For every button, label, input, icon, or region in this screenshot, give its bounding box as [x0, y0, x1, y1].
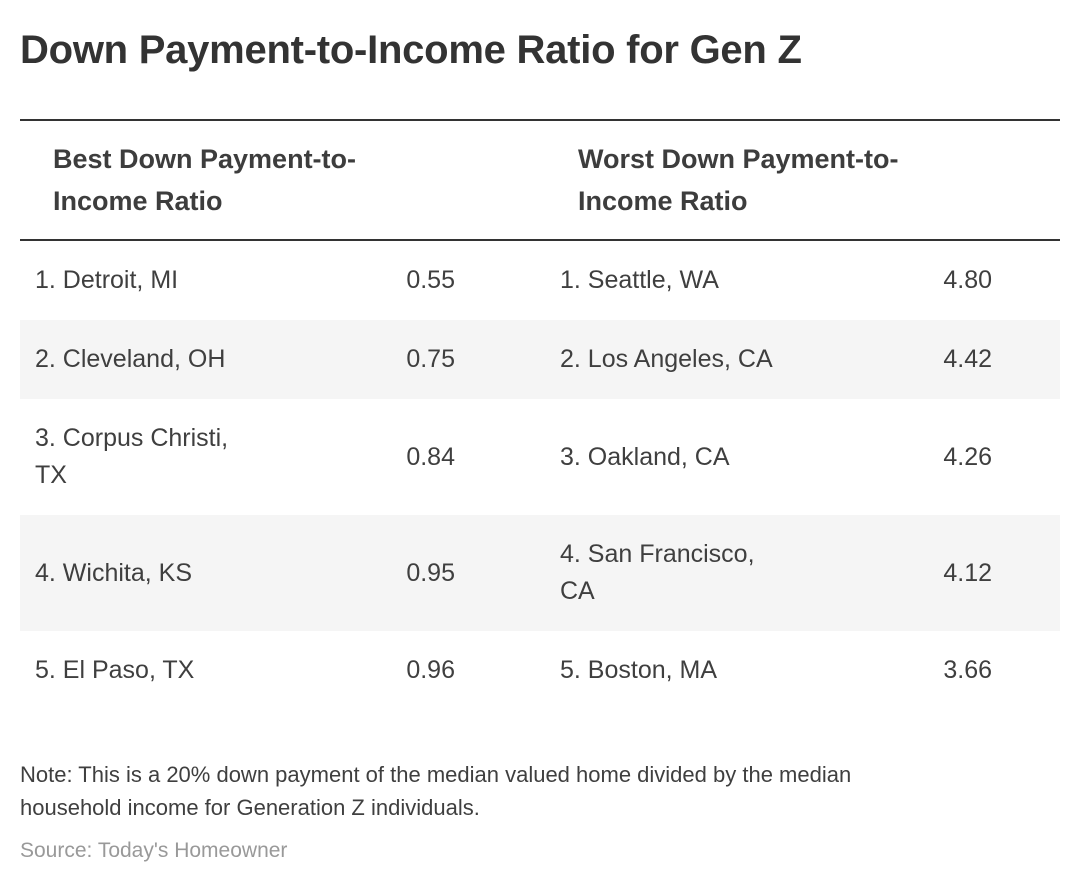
page-title: Down Payment-to-Income Ratio for Gen Z [20, 28, 802, 72]
city-cell-best: 3. Corpus Christi, TX [35, 424, 229, 489]
table-row: 4. Wichita, KS 0.95 4. San Francisco, CA… [20, 515, 1061, 631]
value-cell-worst: 4.80 [943, 266, 993, 294]
city-cell-worst: 5. Boston, MA [560, 656, 718, 684]
city-cell-best: 2. Cleveland, OH [35, 345, 226, 373]
city-cell-worst: 3. Oakland, CA [560, 442, 730, 471]
table-row: 5. El Paso, TX 0.96 5. Boston, MA 3.66 [20, 631, 1060, 710]
value-cell-best: 0.96 [406, 656, 455, 684]
ratio-table: Best Down Payment-to- Income Ratio Worst… [20, 119, 1061, 710]
table-body: 1. Detroit, MI 0.55 1. Seattle, WA 4.80 … [20, 240, 1061, 710]
city-cell-worst: 1. Seattle, WA [560, 266, 719, 294]
city-cell-best: 5. El Paso, TX [35, 656, 195, 684]
note-text: Note: This is a 20% down payment of the … [20, 762, 852, 820]
table-row: 2. Cleveland, OH 0.75 2. Los Angeles, CA… [20, 320, 1061, 399]
source-text: Source: Today's Homeowner [20, 839, 288, 862]
column-header-worst: Worst Down Payment-to- Income Ratio [475, 120, 1061, 241]
value-cell-worst: 4.42 [943, 345, 993, 373]
column-header-best: Best Down Payment-to- Income Ratio [20, 120, 475, 241]
value-cell-worst: 4.26 [943, 442, 993, 471]
table-row: 1. Detroit, MI 0.55 1. Seattle, WA 4.80 [20, 240, 1060, 320]
header-row: Best Down Payment-to- Income Ratio Worst… [20, 120, 1061, 241]
city-cell-best: 1. Detroit, MI [35, 266, 179, 294]
value-cell-best: 0.95 [406, 558, 455, 587]
table-row: 3. Corpus Christi, TX 0.84 3. Oakland, C… [20, 399, 1060, 515]
value-cell-best: 0.84 [406, 442, 455, 471]
page: Down Payment-to-Income Ratio for Gen Z B… [20, 28, 1061, 862]
value-cell-worst: 4.12 [943, 558, 993, 587]
value-cell-worst: 3.66 [943, 656, 993, 684]
value-cell-best: 0.75 [406, 345, 455, 373]
value-cell-best: 0.55 [406, 266, 455, 294]
city-cell-worst: 4. San Francisco, CA [560, 540, 755, 605]
table-header: Best Down Payment-to- Income Ratio Worst… [20, 120, 1061, 241]
city-cell-best: 4. Wichita, KS [35, 558, 192, 587]
city-cell-worst: 2. Los Angeles, CA [560, 345, 773, 373]
